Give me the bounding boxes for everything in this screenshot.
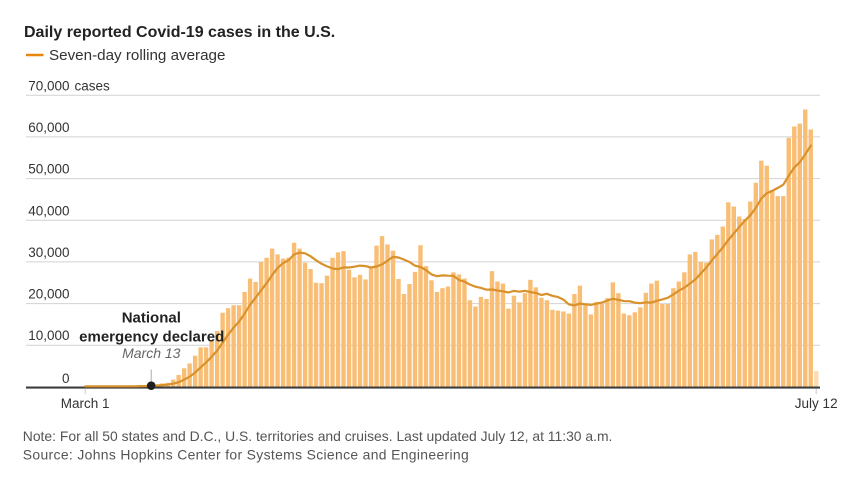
svg-text:20,000: 20,000: [28, 287, 69, 302]
svg-text:National: National: [122, 310, 181, 327]
svg-text:40,000: 40,000: [28, 203, 69, 218]
svg-text:30,000: 30,000: [28, 245, 69, 260]
svg-text:Note: For all 50 states and D.: Note: For all 50 states and D.C., U.S. t…: [23, 428, 613, 444]
svg-text:July 12: July 12: [795, 396, 838, 411]
svg-text:emergency declared: emergency declared: [79, 328, 224, 345]
svg-text:60,000: 60,000: [28, 120, 69, 135]
svg-text:Seven-day rolling average: Seven-day rolling average: [49, 47, 225, 64]
svg-text:0: 0: [62, 371, 70, 386]
svg-text:10,000: 10,000: [28, 328, 69, 343]
svg-text:cases: cases: [75, 78, 111, 93]
svg-text:March 13: March 13: [122, 345, 181, 361]
svg-text:50,000: 50,000: [28, 162, 69, 177]
svg-text:Daily reported Covid-19 cases: Daily reported Covid-19 cases in the U.S…: [24, 24, 335, 41]
svg-text:70,000: 70,000: [28, 78, 69, 93]
svg-text:Source: Johns Hopkins Center f: Source: Johns Hopkins Center for Systems…: [23, 447, 469, 463]
svg-text:March 1: March 1: [61, 396, 110, 411]
